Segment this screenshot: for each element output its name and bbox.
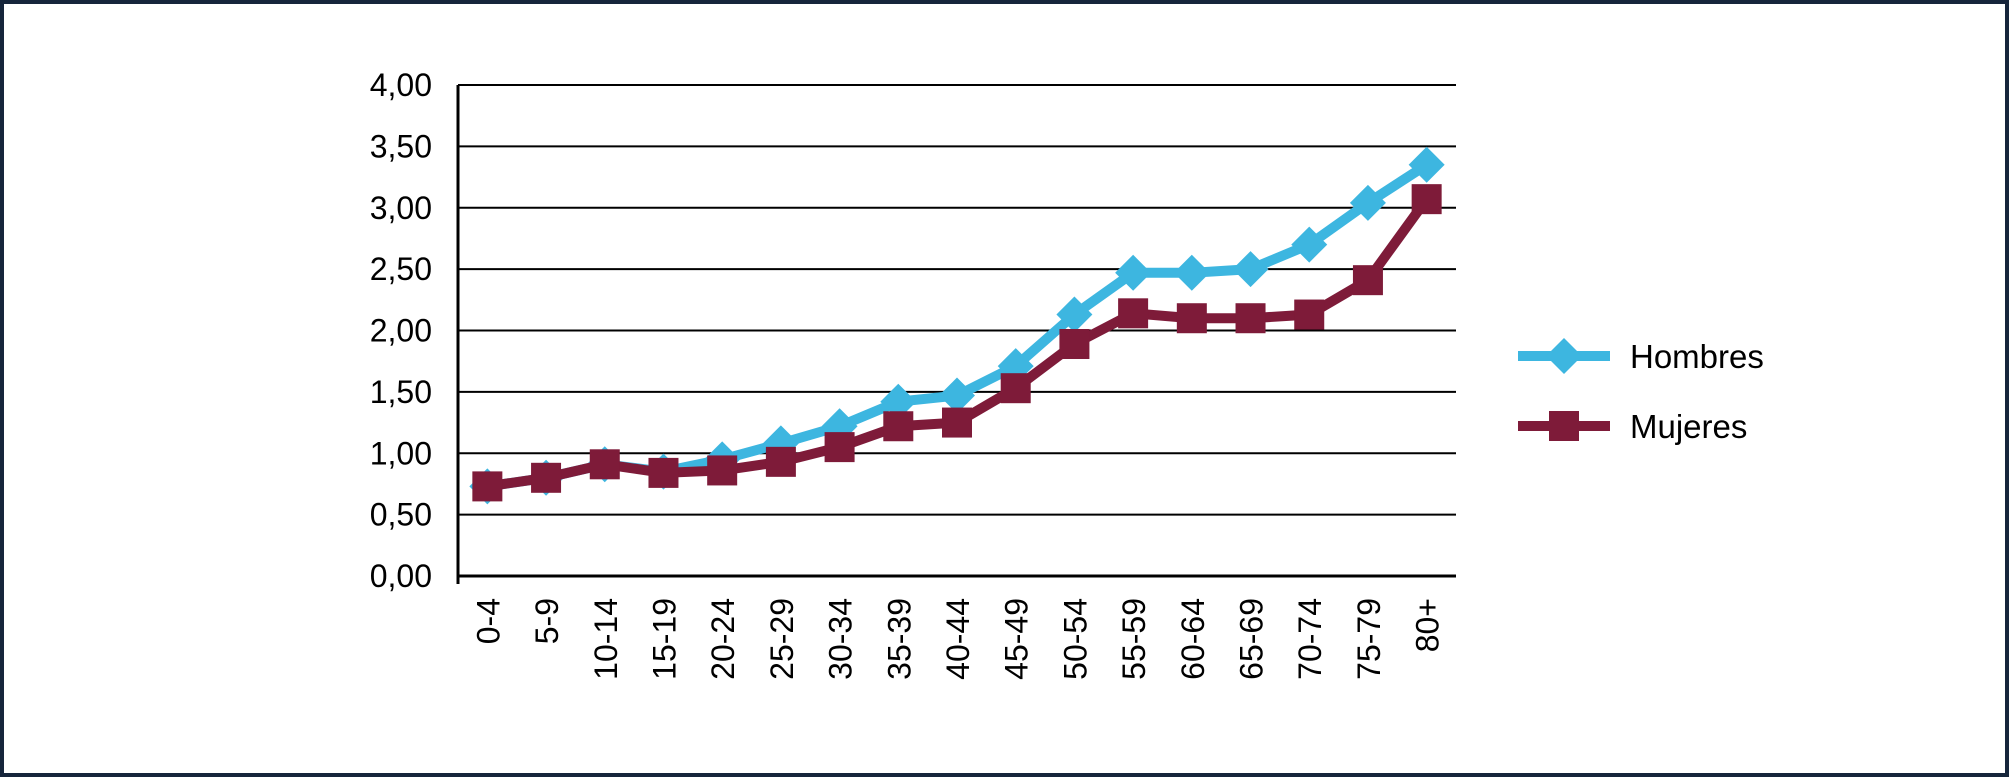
mujeres-square-marker xyxy=(883,411,914,442)
y-axis-tick-label: 3,00 xyxy=(370,190,432,226)
chart-legend: Hombres Mujeres xyxy=(1516,334,1764,448)
legend-mujeres-square-marker xyxy=(1549,411,1579,441)
x-axis-tick-label: 25-29 xyxy=(764,598,800,680)
x-axis-tick-label: 5-9 xyxy=(529,598,565,644)
y-axis-tick-label: 1,50 xyxy=(370,374,432,410)
x-axis-tick-label: 75-79 xyxy=(1351,598,1387,680)
x-axis-tick-label: 55-59 xyxy=(1116,598,1152,680)
mujeres-square-marker xyxy=(1000,373,1031,404)
y-axis-tick-label: 0,00 xyxy=(370,558,432,594)
y-axis-tick-label: 2,50 xyxy=(370,251,432,287)
hombres-diamond-marker xyxy=(1408,146,1445,183)
hombres-diamond-marker xyxy=(1349,184,1386,221)
mujeres-square-marker xyxy=(1352,265,1383,296)
mujeres-line-square-icon xyxy=(1518,411,1610,441)
y-axis-tick-label: 1,00 xyxy=(370,435,432,471)
x-axis-tick-label: 80+ xyxy=(1410,598,1446,652)
mujeres-square-marker xyxy=(1118,298,1149,329)
legend-item-mujeres: Mujeres xyxy=(1516,404,1764,448)
x-axis-tick-label: 40-44 xyxy=(940,598,976,680)
x-axis-tick-label: 0-4 xyxy=(470,598,506,644)
mujeres-square-marker xyxy=(1059,329,1090,360)
legend-hombres-diamond-marker xyxy=(1546,338,1582,374)
legend-item-hombres: Hombres xyxy=(1516,334,1764,378)
x-axis-tick-label: 10-14 xyxy=(588,598,624,680)
y-axis-tick-label: 0,50 xyxy=(370,497,432,533)
hombres-diamond-marker xyxy=(1173,254,1210,291)
mujeres-square-marker xyxy=(1235,303,1266,334)
x-axis-tick-label: 70-74 xyxy=(1292,598,1328,680)
mujeres-square-marker xyxy=(531,462,562,493)
hombres-diamond-marker xyxy=(1056,296,1093,333)
hombres-diamond-marker xyxy=(1232,251,1269,288)
x-axis-tick-label: 65-69 xyxy=(1234,598,1270,680)
mujeres-square-marker xyxy=(1176,303,1207,334)
legend-label-hombres: Hombres xyxy=(1630,337,1764,375)
x-axis-tick-label: 30-34 xyxy=(823,598,859,680)
mujeres-square-marker xyxy=(1411,184,1442,215)
hombres-diamond-marker xyxy=(1115,254,1152,291)
mujeres-square-marker xyxy=(472,471,503,502)
mujeres-square-marker xyxy=(1294,299,1325,330)
x-axis-tick-label: 35-39 xyxy=(881,598,917,680)
legend-label-mujeres: Mujeres xyxy=(1630,407,1748,445)
hombres-diamond-marker xyxy=(880,383,917,420)
x-axis-tick-label: 45-49 xyxy=(999,598,1035,680)
mujeres-square-marker xyxy=(589,449,620,480)
hombres-line-diamond-icon xyxy=(1518,338,1610,374)
mujeres-square-marker xyxy=(707,455,738,486)
hombres-diamond-marker xyxy=(1291,226,1328,263)
x-axis-tick-label: 20-24 xyxy=(705,598,741,680)
x-axis-tick-label: 60-64 xyxy=(1175,598,1211,680)
series-line-mujeres xyxy=(486,196,1431,492)
y-axis-tick-label: 4,00 xyxy=(370,67,432,103)
mujeres-square-marker xyxy=(824,432,855,463)
x-axis-tick-label: 50-54 xyxy=(1057,598,1093,680)
y-axis-tick-label: 2,00 xyxy=(370,313,432,349)
mujeres-square-marker xyxy=(942,407,972,438)
hombres-diamond-marker xyxy=(939,377,975,414)
x-axis-tick-label: 15-19 xyxy=(646,598,682,680)
mujeres-square-marker xyxy=(648,457,679,488)
mujeres-square-marker xyxy=(765,446,796,477)
y-axis-tick-label: 3,50 xyxy=(370,128,432,164)
series-line-hombres xyxy=(486,160,1430,492)
